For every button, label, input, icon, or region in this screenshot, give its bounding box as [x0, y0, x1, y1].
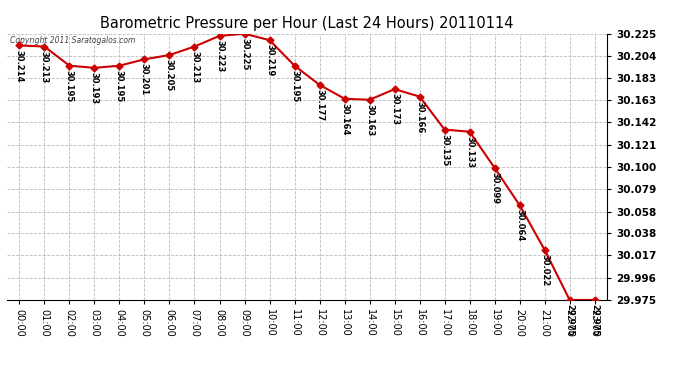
Text: 30.166: 30.166	[415, 101, 424, 133]
Text: 30.099: 30.099	[490, 172, 499, 204]
Text: 30.022: 30.022	[540, 254, 549, 286]
Text: 29.975: 29.975	[565, 304, 574, 336]
Text: 30.195: 30.195	[115, 70, 124, 102]
Text: 30.133: 30.133	[465, 136, 474, 168]
Text: 30.177: 30.177	[315, 89, 324, 121]
Text: 30.213: 30.213	[190, 51, 199, 83]
Text: 30.205: 30.205	[165, 59, 174, 92]
Text: 30.223: 30.223	[215, 40, 224, 72]
Text: 30.195: 30.195	[290, 70, 299, 102]
Text: 30.064: 30.064	[515, 209, 524, 242]
Text: 30.173: 30.173	[390, 93, 399, 125]
Text: 30.164: 30.164	[340, 103, 349, 135]
Text: 30.225: 30.225	[240, 38, 249, 70]
Text: 30.219: 30.219	[265, 44, 274, 76]
Text: 30.201: 30.201	[140, 63, 149, 96]
Text: Copyright 2011 Saratogalos.com: Copyright 2011 Saratogalos.com	[10, 36, 135, 45]
Text: 30.195: 30.195	[65, 70, 74, 102]
Text: 29.975: 29.975	[590, 304, 599, 336]
Text: 30.163: 30.163	[365, 104, 374, 136]
Text: 30.214: 30.214	[15, 50, 24, 82]
Text: 30.135: 30.135	[440, 134, 449, 166]
Title: Barometric Pressure per Hour (Last 24 Hours) 20110114: Barometric Pressure per Hour (Last 24 Ho…	[100, 16, 514, 31]
Text: 30.193: 30.193	[90, 72, 99, 104]
Text: 30.213: 30.213	[40, 51, 49, 83]
